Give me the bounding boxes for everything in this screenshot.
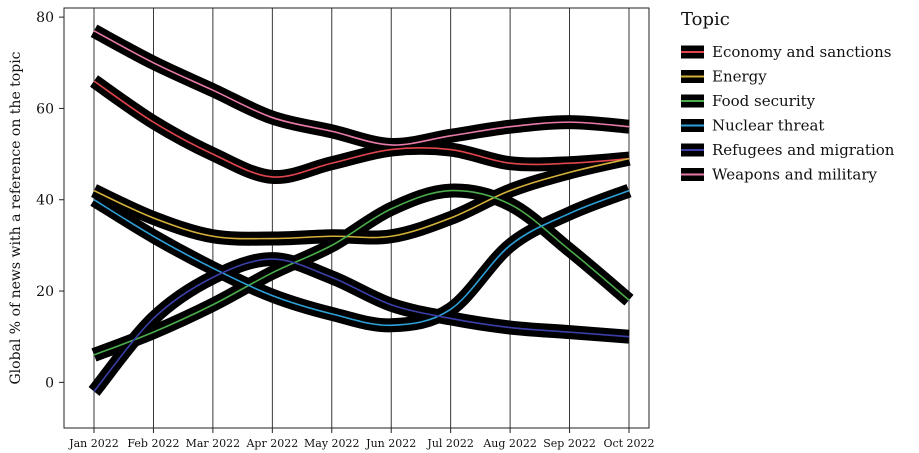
plot-frame [63, 7, 650, 429]
legend: Economy and sanctions Energy Food security… [681, 43, 895, 184]
x-tick-label: Jun 2022 [365, 437, 416, 450]
x-tick-label: Sep 2022 [543, 437, 596, 450]
y-tick-label: 60 [36, 101, 54, 117]
y-tick-label: 20 [36, 284, 54, 300]
y-axis-label: Global % of news with a reference on the… [8, 51, 24, 384]
series-line-weapons-and-military [93, 30, 630, 146]
legend-label-energy: Energy [712, 68, 767, 86]
legend-label-food-security: Food security [712, 92, 816, 110]
x-tick-label: Feb 2022 [127, 437, 179, 450]
legend-label-economy-and-sanctions: Economy and sanctions [712, 43, 891, 61]
legend-label-nuclear-threat: Nuclear threat [712, 117, 824, 135]
series-line-economy-and-sanctions [93, 80, 630, 178]
series-lines [93, 30, 630, 392]
legend-title: Topic [681, 9, 730, 30]
y-tick-label: 40 [36, 193, 54, 209]
y-axis-ticks: 0 20 40 60 80 [36, 10, 64, 391]
series-line-food-security [93, 189, 630, 356]
legend-label-refugees-and-migration: Refugees and migration [712, 141, 895, 159]
x-axis-ticks: Jan 2022 Feb 2022 Mar 2022 Apr 2022 May 2022… [68, 428, 655, 450]
y-tick-label: 0 [45, 375, 54, 391]
x-tick-label: Oct 2022 [603, 437, 654, 450]
x-tick-label: Jan 2022 [68, 437, 119, 450]
series-line-nuclear-threat [93, 189, 630, 327]
series-casings [88, 24, 634, 396]
x-tick-label: Mar 2022 [186, 437, 241, 450]
series-line-refugees-and-migration [93, 258, 630, 392]
y-tick-label: 80 [36, 10, 54, 26]
x-tick-label: Apr 2022 [245, 437, 298, 450]
x-tick-label: Aug 2022 [482, 437, 537, 450]
legend-label-weapons-and-military: Weapons and military [712, 166, 878, 184]
x-tick-label: May 2022 [304, 437, 360, 450]
x-tick-label: Jul 2022 [426, 437, 474, 450]
series-line-energy [93, 157, 630, 240]
